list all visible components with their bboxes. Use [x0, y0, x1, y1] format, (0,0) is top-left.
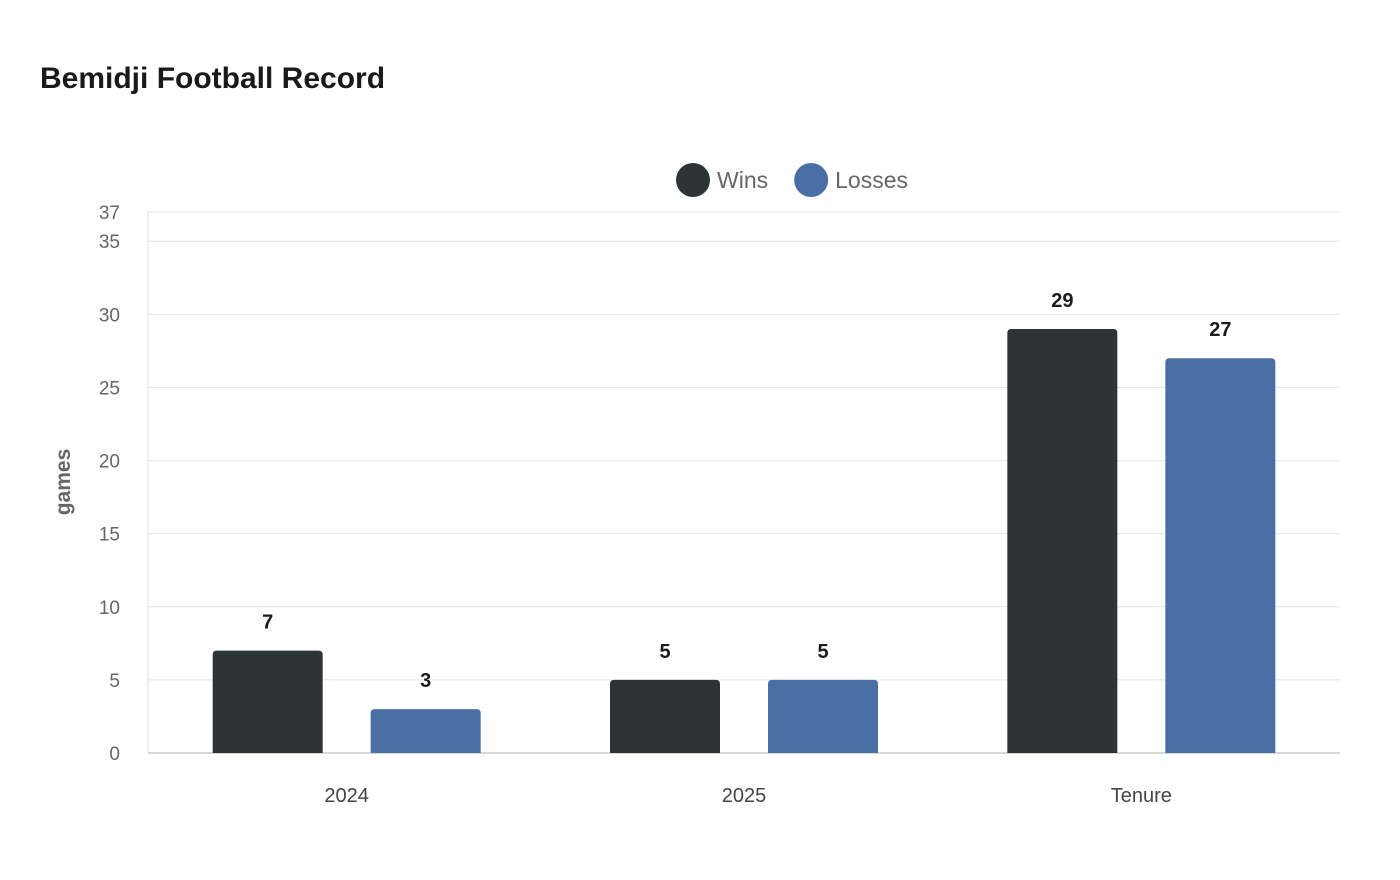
legend-label: Losses [835, 167, 908, 193]
data-label: 5 [817, 641, 828, 663]
x-tick-label: 2024 [324, 785, 369, 807]
x-tick-label: 2025 [722, 785, 767, 807]
y-tick-label: 0 [109, 744, 120, 765]
y-tick-label: 15 [99, 525, 120, 546]
bars [212, 328, 1276, 753]
x-tick-label: Tenure [1111, 785, 1172, 807]
y-tick-label: 37 [99, 203, 120, 224]
bar [370, 709, 481, 753]
y-tick-label: 5 [109, 671, 120, 692]
y-tick-label: 20 [99, 452, 120, 473]
data-label: 27 [1209, 319, 1231, 341]
legend: Wins Losses [676, 163, 908, 197]
chart-title: Bemidji Football Record [40, 62, 386, 95]
gridlines [148, 211, 1340, 681]
bar [212, 650, 323, 753]
data-label: 7 [262, 612, 273, 634]
bar [1165, 358, 1276, 753]
data-labels: 7 3 5 5 29 27 [262, 290, 1231, 692]
legend-label: Wins [717, 167, 768, 193]
y-axis-title: games [52, 449, 75, 516]
data-label: 3 [420, 670, 431, 692]
data-label: 5 [659, 641, 670, 663]
y-tick-label: 35 [99, 232, 120, 253]
y-tick-label: 30 [99, 305, 120, 326]
bar [768, 679, 878, 753]
y-tick-label: 25 [99, 378, 120, 399]
bar [610, 679, 720, 753]
legend-swatch [676, 163, 710, 197]
data-label: 29 [1051, 290, 1073, 312]
legend-swatch [794, 163, 829, 197]
y-tick-label: 10 [99, 598, 120, 619]
bar [1007, 328, 1118, 753]
